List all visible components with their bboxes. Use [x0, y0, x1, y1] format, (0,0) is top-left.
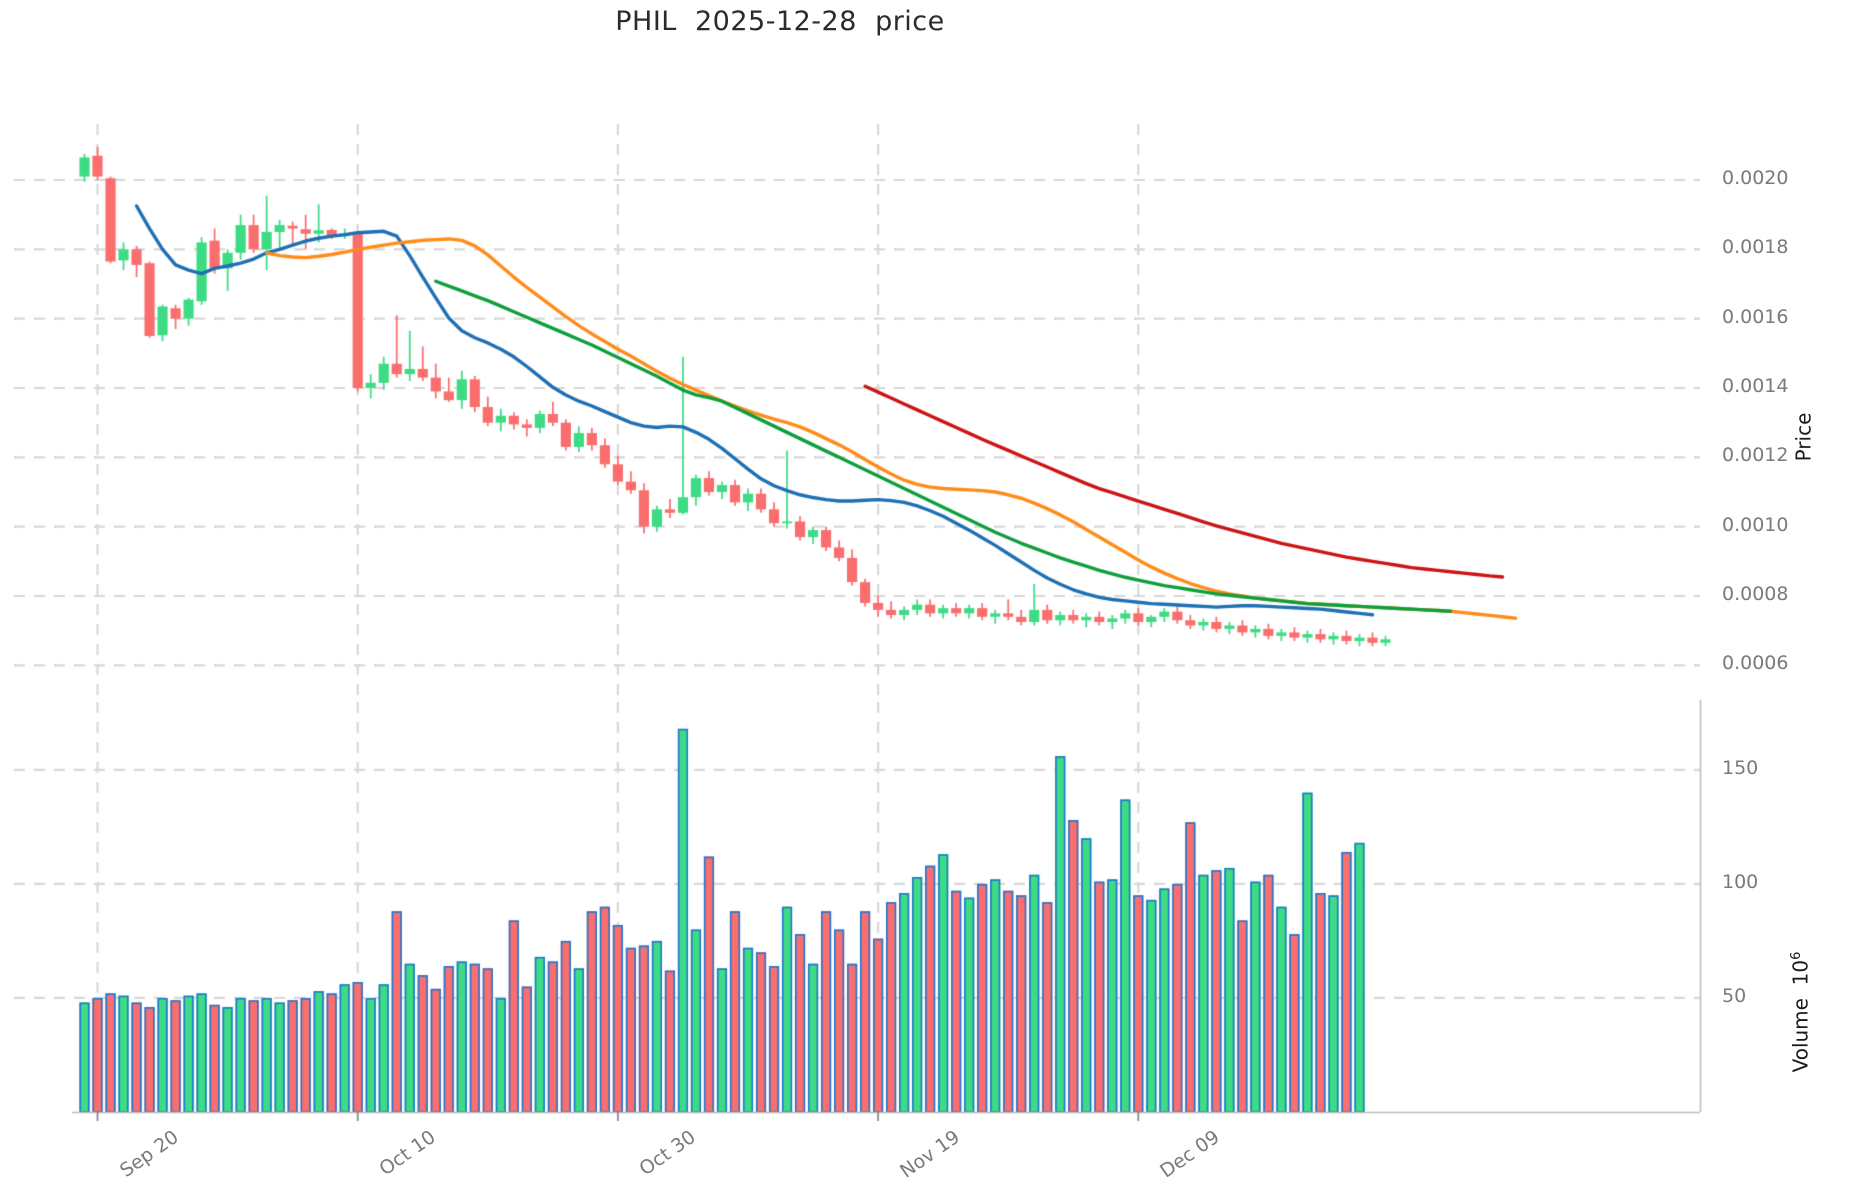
price-tick-label: 0.0018	[1722, 236, 1789, 259]
price-tick-label: 0.0012	[1722, 444, 1789, 467]
price-tick-label: 0.0020	[1722, 167, 1789, 189]
price-tick-label: 0.0008	[1722, 583, 1789, 605]
price-axis-label: Price	[1791, 412, 1816, 462]
price-tick-label: 0.0014	[1722, 375, 1789, 397]
volume-tick-label: 150	[1722, 756, 1759, 779]
volume-tick-label: 50	[1722, 984, 1747, 1007]
volume-axis-exponent-power: 6	[1788, 951, 1804, 960]
price-tick-label: 0.0016	[1722, 305, 1789, 328]
price-tick-label: 0.0006	[1722, 652, 1789, 675]
volume-tick-label: 100	[1722, 870, 1759, 893]
volume-axis-exponent-base: 10	[1788, 959, 1813, 986]
volume-axis-label: Volume 106	[1788, 952, 1812, 1073]
price-panel[interactable]	[14, 128, 1700, 700]
volume-axis-label-text: Volume	[1788, 998, 1813, 1073]
price-tick-label: 0.0010	[1722, 513, 1789, 536]
page-title: PHIL 2025-12-28 price	[615, 6, 945, 37]
volume-panel[interactable]	[14, 706, 1700, 1112]
